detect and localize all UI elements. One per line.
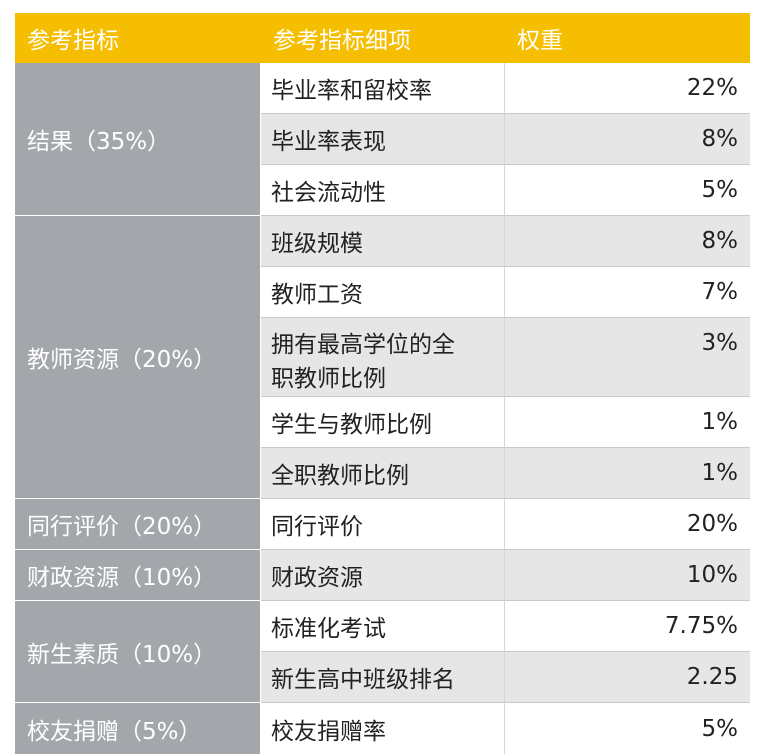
detail-cell: 同行评价: [261, 499, 505, 550]
detail-cell: 新生高中班级排名: [261, 652, 505, 703]
weight-cell: 5%: [505, 703, 750, 754]
header-weight: 权重: [505, 13, 750, 63]
category-peer-assessment: 同行评价（20%）: [15, 499, 261, 550]
weight-cell: 1%: [505, 397, 750, 448]
category-financial-resources: 财政资源（10%）: [15, 550, 261, 601]
weight-cell: 10%: [505, 550, 750, 601]
weight-cell: 22%: [505, 63, 750, 114]
header-indicator: 参考指标: [15, 13, 261, 63]
table-row: 社会流动性 5%: [15, 165, 750, 216]
detail-cell: 校友捐赠率: [261, 703, 505, 754]
detail-cell: 财政资源: [261, 550, 505, 601]
table-row: 学生与教师比例 1%: [15, 397, 750, 448]
table-row: 全职教师比例 1%: [15, 448, 750, 499]
table-row: 同行评价（20%） 同行评价 20%: [15, 499, 750, 550]
table-row: 校友捐赠（5%） 校友捐赠率 5%: [15, 703, 750, 754]
table-row: 拥有最高学位的全职教师比例 3%: [15, 318, 750, 397]
table-row: 结果（35%） 毕业率和留校率 22%: [15, 63, 750, 216]
weight-cell: 8%: [505, 216, 750, 267]
detail-cell: 毕业率和留校率: [261, 63, 505, 114]
detail-cell: 学生与教师比例: [261, 397, 505, 448]
weight-cell: 5%: [505, 165, 750, 216]
weight-cell: 7.75%: [505, 601, 750, 652]
detail-text: 拥有最高学位的全职教师比例: [271, 332, 455, 392]
table-row: 财政资源（10%） 财政资源 10%: [15, 550, 750, 601]
table-row: 教师工资 7%: [15, 267, 750, 318]
weight-cell: 3%: [505, 318, 750, 397]
ranking-criteria-table: 参考指标 参考指标细项 权重 结果（35%） 毕业率和留校率 22% 毕业率表现…: [15, 13, 750, 754]
weight-cell: 1%: [505, 448, 750, 499]
header-indicator-detail: 参考指标细项: [261, 13, 505, 63]
table-row: 新生素质（10%） 标准化考试 7.75%: [15, 601, 750, 703]
weight-cell: 7%: [505, 267, 750, 318]
detail-cell: 班级规模: [261, 216, 505, 267]
detail-cell: 社会流动性: [261, 165, 505, 216]
table-row: 毕业率表现 8%: [15, 114, 750, 165]
table-row: 新生高中班级排名 2.25: [15, 652, 750, 703]
detail-cell: 拥有最高学位的全职教师比例: [261, 318, 505, 397]
detail-cell: 全职教师比例: [261, 448, 505, 499]
detail-cell: 教师工资: [261, 267, 505, 318]
category-alumni-giving: 校友捐赠（5%）: [15, 703, 261, 754]
weight-cell: 8%: [505, 114, 750, 165]
table-row: 教师资源（20%） 班级规模 8%: [15, 216, 750, 499]
detail-cell: 毕业率表现: [261, 114, 505, 165]
category-student-selectivity: 新生素质（10%）: [15, 601, 261, 703]
weight-cell: 2.25: [505, 652, 750, 703]
weight-cell: 20%: [505, 499, 750, 550]
detail-cell: 标准化考试: [261, 601, 505, 652]
category-outcomes: 结果（35%）: [15, 63, 261, 216]
category-faculty-resources: 教师资源（20%）: [15, 216, 261, 499]
header-row: 参考指标 参考指标细项 权重: [15, 13, 750, 63]
